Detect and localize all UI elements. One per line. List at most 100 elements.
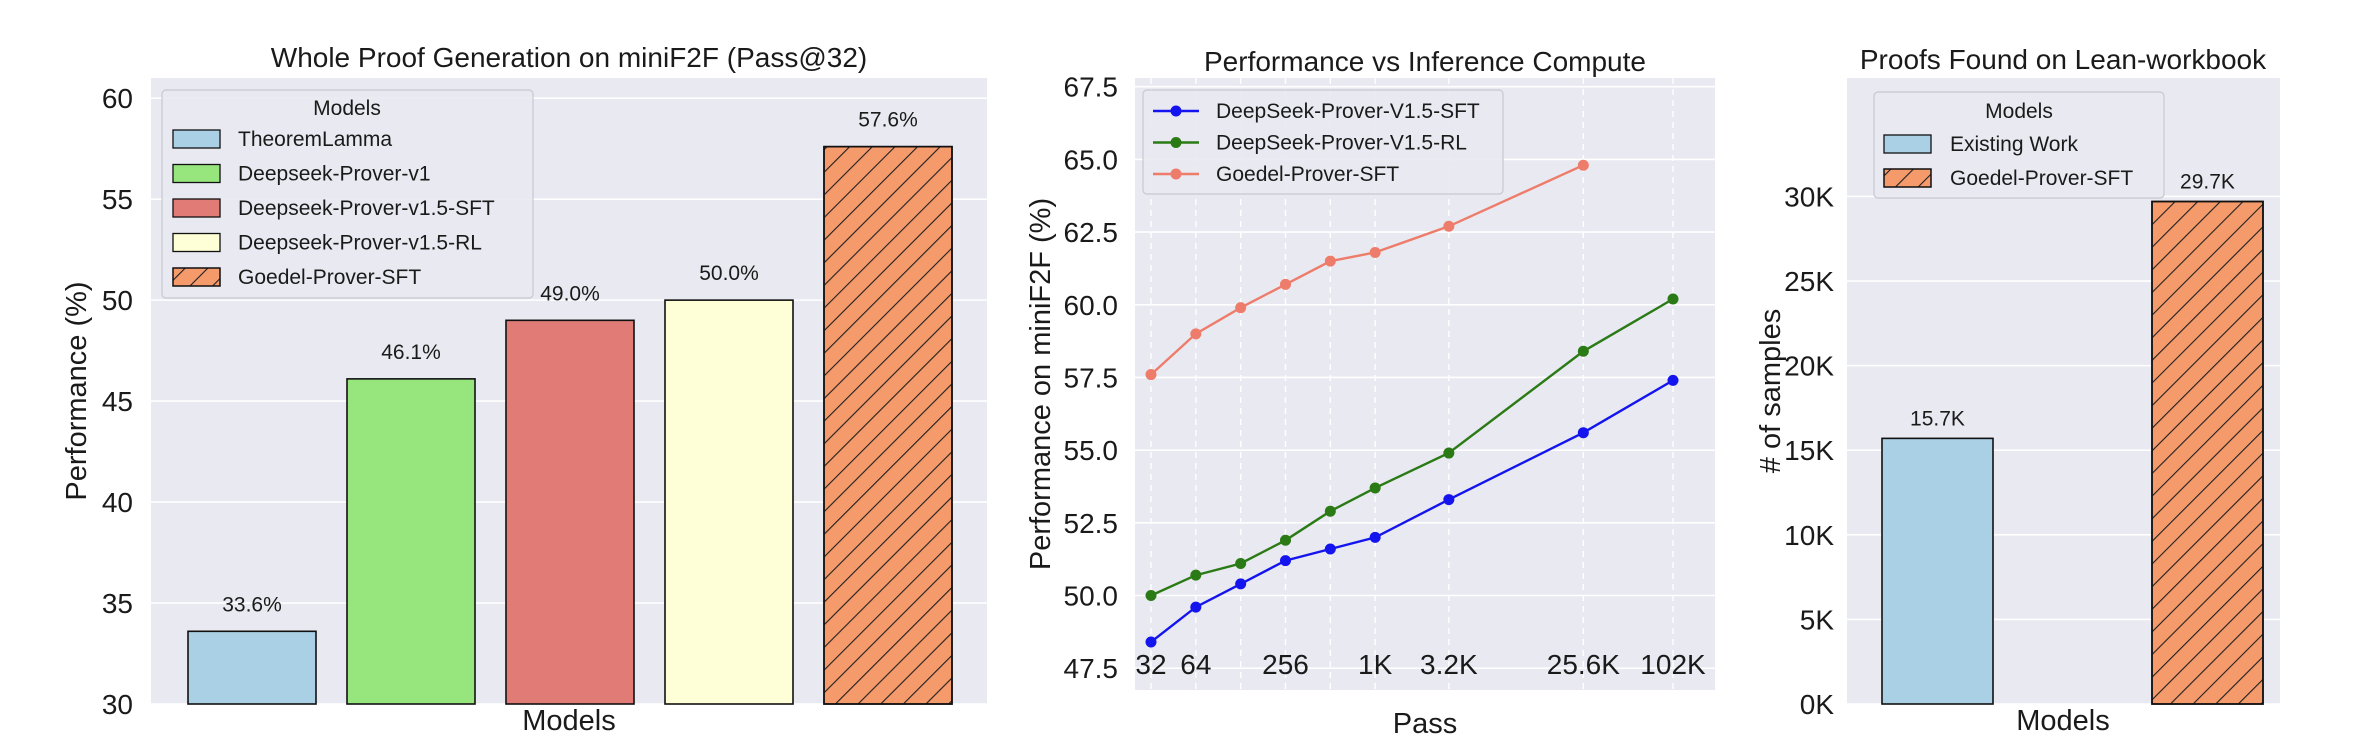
y-axis-label-2: Performance on miniF2F (%) [1025,198,1057,570]
data-point-2-0 [1369,531,1381,543]
chart-title-3: Proofs Found on Lean-workbook [1860,44,2267,75]
legend-swatch-1-3 [172,232,221,253]
bar-hatch-3-1 [2151,200,2264,705]
y-tick-label-2: 55.0 [1064,435,1119,466]
chart-lean-workbook: 15.7K 29.7K 0K 5K 10K 15K 20K 25K 30K Proofs Fo… [1755,44,2280,737]
y-tick-label-2: 50.0 [1064,581,1119,612]
y-tick-label-3: 25K [1784,266,1834,297]
bar-value-label-1-0: 33.6% [222,593,282,616]
data-point-2-2 [1369,246,1381,258]
y-ticks-1: 30 35 40 45 50 55 60 [102,83,133,720]
data-point-2-1 [1279,534,1291,546]
bar-1-2 [505,319,635,705]
series-line-2-2 [1150,164,1584,376]
x-tick-label-2: 25.6K [1547,649,1620,680]
y-tick-label-1: 30 [102,689,133,720]
data-point-2-0 [1443,494,1455,506]
chart-whole-proof: 33.6% 46.1% 49.0% 50.0% 57.6% 30 35 40 45 50 55 60… [61,42,987,737]
y-tick-label-2: 67.5 [1064,72,1119,103]
bar-value-labels-3: 15.7K 29.7K [1910,171,2235,431]
data-point-2-1 [1145,590,1157,602]
y-tick-label-2: 65.0 [1064,144,1119,175]
legend-label-1-0: TheoremLamma [238,128,392,151]
data-point-2-2 [1324,255,1336,267]
x-axis-label-3: Models [2016,705,2110,737]
data-point-2-1 [1190,569,1202,581]
y-tick-label-2: 52.5 [1064,508,1119,539]
legend-label-1-2: Deepseek-Prover-v1.5-SFT [238,197,495,220]
legend-label-2-2: Goedel-Prover-SFT [1216,163,1399,186]
data-point-2-1 [1369,482,1381,494]
bar-value-label-1-1: 46.1% [381,341,441,364]
y-tick-label-1: 40 [102,487,133,518]
bar-value-label-1-3: 50.0% [699,262,759,285]
chart-title-2: Performance vs Inference Compute [1204,46,1646,77]
legend-label-3-1: Goedel-Prover-SFT [1950,167,2133,190]
data-point-2-1 [1235,558,1247,570]
legend-title-1: Models [313,97,381,120]
legend-swatch-3-0 [1883,134,1932,154]
data-point-2-1 [1443,447,1455,459]
legend-label-1-3: Deepseek-Prover-v1.5-RL [238,232,482,255]
data-point-2-1 [1324,505,1336,517]
y-tick-label-2: 62.5 [1064,217,1119,248]
data-point-2-0 [1279,555,1291,567]
y-tick-label-1: 50 [102,285,133,316]
bar-1-0 [187,630,317,705]
legend-swatch-hatch-3-1 [1883,168,1932,188]
x-tick-label-2: 256 [1262,649,1309,680]
x-tick-label-2: 64 [1180,649,1211,680]
legend-box-2 [1142,89,1504,195]
y-axis-label-3: # of samples [1755,309,1787,473]
data-point-2-2 [1145,369,1157,381]
y-tick-label-3: 5K [1800,604,1835,635]
y-tick-label-3: 0K [1800,689,1835,720]
legend-marker-2-0 [1170,105,1182,117]
data-point-2-2 [1279,278,1291,290]
x-axis-label-1: Models [522,705,616,737]
data-point-2-0 [1235,578,1247,590]
y-tick-label-1: 55 [102,184,133,215]
legend-swatch-hatch-1-4 [172,267,221,287]
legend-label-2-0: DeepSeek-Prover-V1.5-SFT [1216,100,1480,123]
chart-inference-compute: 47.5 50.0 52.5 55.0 57.5 60.0 62.5 65.0 67.5 32 6… [1025,46,1715,740]
bars-3 [1881,200,2264,705]
bar-value-label-1-4: 57.6% [858,109,918,132]
data-point-2-2 [1443,220,1455,232]
y-tick-label-3: 20K [1784,351,1834,382]
legend-label-1-4: Goedel-Prover-SFT [238,266,421,289]
bar-3-0 [1881,437,1994,705]
y-tick-label-1: 35 [102,588,133,619]
data-point-2-2 [1190,328,1202,340]
bar-value-label-3-1: 29.7K [2180,171,2235,194]
y-ticks-3: 0K 5K 10K 15K 20K 25K 30K [1784,181,1834,720]
chart-title-1: Whole Proof Generation on miniF2F (Pass@… [271,42,867,73]
data-point-2-2 [1577,159,1589,171]
y-tick-label-3: 10K [1784,520,1834,551]
bar-hatch-1-4 [823,145,953,705]
x-ticks-2: 32 64 256 1K 3.2K 25.6K 102K [1135,649,1706,680]
y-tick-label-1: 45 [102,386,133,417]
data-point-2-0 [1577,427,1589,439]
data-point-2-1 [1577,345,1589,357]
y-tick-label-2: 60.0 [1064,290,1119,321]
data-point-2-0 [1190,601,1202,613]
bar-1-3 [664,299,794,705]
y-tick-label-2: 57.5 [1064,362,1119,393]
x-tick-label-2: 1K [1358,649,1393,680]
bar-value-labels-1: 33.6% 46.1% 49.0% 50.0% 57.6% [222,109,918,617]
legend-label-1-1: Deepseek-Prover-v1 [238,163,431,186]
x-axis-label-2: Pass [1393,708,1457,740]
legend-marker-2-1 [1170,137,1182,148]
legend-box-1 [161,89,534,299]
y-ticks-2: 47.5 50.0 52.5 55.0 57.5 60.0 62.5 65.0 67.5 [1064,72,1119,684]
legend-marker-2-2 [1170,168,1182,180]
bar-1-1 [346,378,476,705]
legend-1: Models TheoremLamma Deepseek-Prover-v1 Dee… [161,89,534,299]
x-tick-label-2: 102K [1640,649,1706,680]
legend-title-3: Models [1985,100,2053,123]
legend-swatch-1-2 [172,198,221,218]
y-tick-label-3: 30K [1784,181,1834,212]
bar-value-label-3-0: 15.7K [1910,407,1965,430]
